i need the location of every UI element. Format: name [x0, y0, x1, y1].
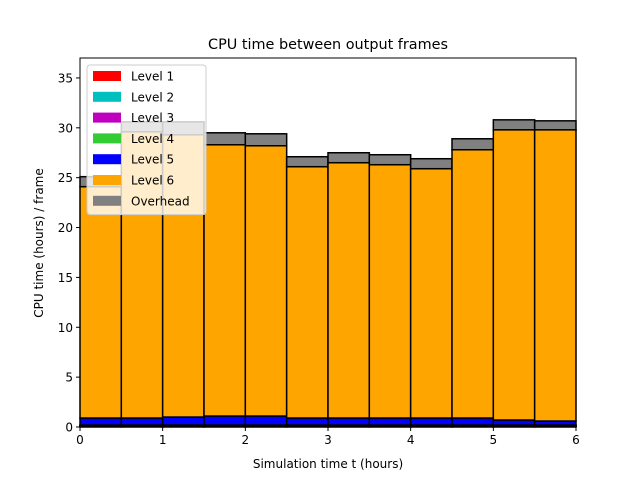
y-tick-label: 35 — [58, 71, 73, 85]
bar-segment-level-6-6 — [327, 161, 371, 419]
y-tick-label: 25 — [58, 171, 73, 185]
legend-swatch-level-1 — [93, 71, 121, 81]
bar-segment-level-6-8 — [409, 167, 453, 419]
legend-swatch-level-3 — [93, 112, 121, 123]
x-axis-label: Simulation time t (hours) — [253, 457, 403, 471]
chart-title: CPU time between output frames — [208, 37, 448, 53]
y-tick-label: 10 — [58, 321, 73, 335]
legend-swatch-level-6 — [93, 175, 121, 185]
bar-segment-level-5-2 — [161, 416, 205, 426]
bar-segment-level-6-4 — [244, 145, 288, 417]
axes-layer: 0 1 2 3 4 5 6 0 5 10 15 20 25 30 35 — [58, 57, 580, 447]
bar-segment-level-5-4 — [244, 415, 288, 426]
bar-segment-overhead-3 — [203, 132, 247, 146]
bar-segment-level-6-3 — [203, 144, 247, 417]
bar-segment-overhead-4 — [244, 133, 288, 147]
bar-segment-level-5-3 — [203, 415, 247, 426]
bar-segment-overhead-8 — [409, 157, 453, 170]
legend-label-level-1: Level 1 — [131, 70, 174, 84]
bar-segment-overhead-9 — [451, 138, 495, 151]
legend-label-level-6: Level 6 — [131, 174, 174, 188]
x-tick-label: 5 — [490, 433, 498, 447]
legend-swatch-level-5 — [93, 154, 121, 165]
bar-segment-level-5-0 — [79, 417, 123, 426]
y-tick-label: 20 — [58, 221, 73, 235]
legend-swatch-level-2 — [93, 91, 121, 102]
legend-swatch-overhead — [93, 195, 121, 206]
bar-segment-overhead-11 — [533, 120, 577, 131]
bar-segment-level-5-6 — [327, 417, 371, 426]
bar-segment-level-6-9 — [451, 149, 495, 419]
y-tick-label: 0 — [65, 421, 73, 435]
y-tick-label: 5 — [65, 371, 73, 385]
bar-segment-level-6-10 — [492, 129, 536, 421]
x-tick-label: 0 — [76, 433, 84, 447]
bar-segment-level-6-5 — [285, 165, 329, 419]
bar-segment-level-5-1 — [120, 417, 164, 426]
x-tick-label: 3 — [324, 433, 332, 447]
y-axis-label: CPU time (hours) / frame — [32, 168, 46, 318]
legend-label-level-4: Level 4 — [131, 132, 174, 146]
bar-segment-level-5-8 — [409, 417, 453, 426]
legend-label-level-2: Level 2 — [131, 90, 174, 104]
bar-segment-overhead-6 — [327, 151, 371, 164]
x-tick-label: 1 — [159, 433, 167, 447]
bar-segment-level-6-11 — [533, 129, 577, 422]
bar-segment-overhead-7 — [368, 153, 412, 166]
bar-segment-level-6-7 — [368, 163, 412, 419]
bar-segment-level-5-9 — [451, 417, 495, 426]
bar-segment-overhead-5 — [285, 155, 329, 168]
bars-layer — [79, 119, 577, 428]
bar-segment-level-6-0 — [79, 185, 123, 419]
legend-label-level-5: Level 5 — [131, 153, 174, 167]
x-tick-label: 2 — [242, 433, 250, 447]
bar-segment-level-5-5 — [285, 417, 329, 426]
bar-segment-overhead-10 — [492, 119, 536, 131]
x-tick-label: 4 — [407, 433, 415, 447]
x-tick-label: 6 — [572, 433, 580, 447]
bar-segment-level-5-7 — [368, 417, 412, 426]
y-tick-label: 30 — [58, 121, 73, 135]
y-tick-label: 15 — [58, 271, 73, 285]
legend-label-level-3: Level 3 — [131, 111, 174, 125]
legend-swatch-level-4 — [93, 133, 121, 144]
legend-label-overhead: Overhead — [131, 194, 190, 208]
legend: Level 1 Level 2 Level 3 Level 4 Level 5 Level… — [86, 64, 207, 216]
